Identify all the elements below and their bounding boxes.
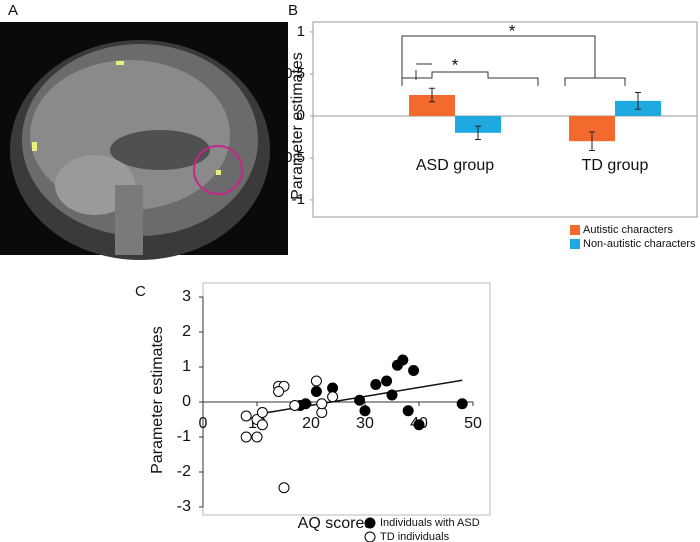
significance-star: *	[452, 55, 459, 74]
data-point	[256, 419, 268, 431]
data-point	[278, 482, 290, 494]
data-point	[251, 431, 263, 443]
data-point	[456, 398, 468, 410]
x-tick-label: ASD group	[416, 157, 494, 174]
data-point	[310, 375, 322, 387]
bar	[455, 116, 501, 133]
legend-label: Individuals with ASD	[380, 517, 480, 529]
error-bar	[589, 131, 595, 151]
panel-label: A	[8, 2, 18, 19]
data-point	[354, 394, 366, 406]
data-point	[310, 386, 322, 397]
y-tick-label: -0.5	[279, 149, 305, 166]
mri-image	[0, 22, 288, 260]
data-point	[370, 379, 382, 390]
data-point	[240, 410, 252, 422]
data-point	[386, 389, 398, 401]
y-axis-label: Parameter estimates	[149, 326, 166, 474]
x-axis-label: AQ scores	[298, 515, 373, 532]
x-tick-label: 50	[464, 415, 482, 432]
legend-swatch	[570, 239, 580, 249]
data-point	[408, 365, 420, 376]
data-point	[273, 386, 285, 397]
legend-swatch	[570, 225, 580, 235]
panel-label: C	[135, 283, 146, 300]
data-point	[402, 405, 414, 417]
significance-star: *	[509, 21, 516, 40]
plot-frame	[312, 21, 698, 218]
y-tick-label: 0	[297, 107, 305, 124]
y-tick-label: 1	[182, 358, 191, 375]
data-point	[359, 405, 371, 417]
data-point	[381, 375, 393, 387]
y-tick-label: 3	[182, 288, 191, 305]
y-tick-label: 0.5	[284, 65, 305, 82]
legend-marker	[364, 517, 376, 529]
y-tick-label: 1	[297, 23, 305, 40]
legend-label: Non-autistic characters	[583, 238, 696, 250]
error-bar	[635, 91, 641, 110]
y-tick-label: -3	[177, 498, 191, 515]
error-bar	[475, 125, 481, 141]
data-point	[240, 431, 252, 443]
bar	[409, 95, 455, 116]
y-tick-label: -1	[177, 428, 191, 445]
y-tick-label: 0	[182, 393, 191, 410]
error-bar	[429, 87, 435, 103]
data-point	[391, 359, 403, 371]
data-point	[316, 398, 328, 410]
x-tick-label: TD group	[582, 157, 649, 174]
significance-brackets	[402, 35, 626, 86]
data-point	[413, 419, 425, 431]
data-point	[327, 391, 339, 403]
data-point	[256, 407, 268, 418]
legend-label: Autistic characters	[583, 224, 673, 236]
y-tick-label: 2	[182, 323, 191, 340]
x-tick-label: 0	[199, 415, 208, 432]
y-axis-label: Parameter estimates	[289, 52, 306, 200]
legend-label: TD individuals	[380, 531, 450, 542]
panel-label: B	[288, 2, 298, 19]
legend-marker	[364, 531, 376, 542]
y-tick-label: -1	[292, 191, 305, 208]
data-point	[289, 400, 301, 411]
x-tick-label: 20	[302, 415, 320, 432]
x-tick-label: 30	[356, 415, 374, 432]
y-tick-label: -2	[177, 463, 191, 480]
